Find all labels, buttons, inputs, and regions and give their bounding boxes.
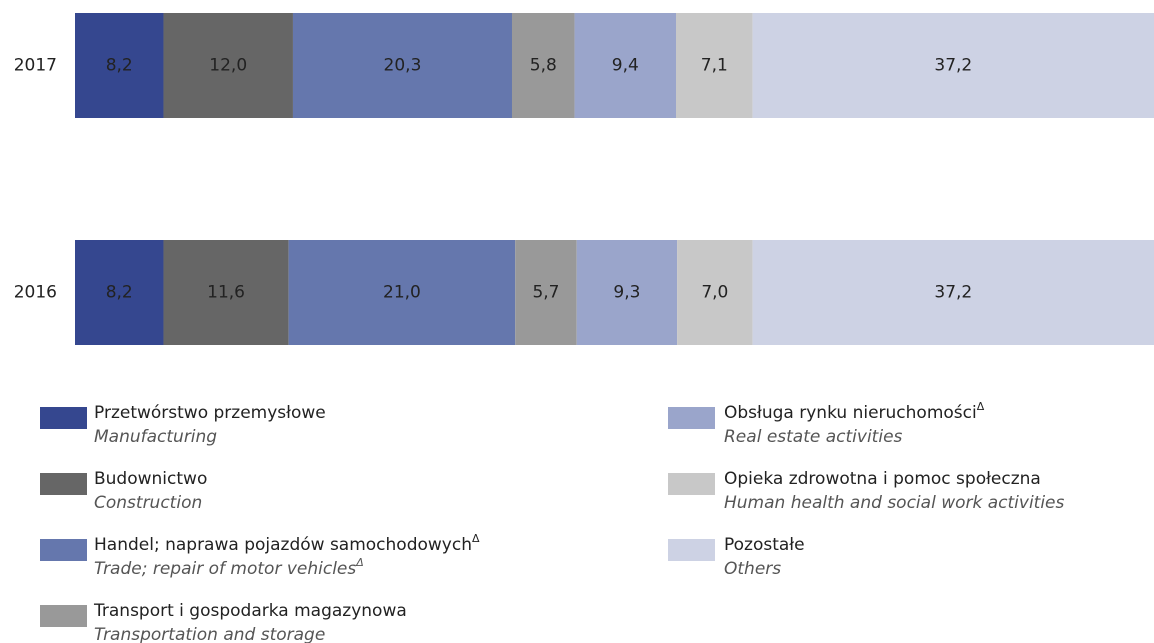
legend-label-text: Pozostałe <box>724 535 805 555</box>
bar-segment <box>576 240 678 345</box>
value-label: 9,4 <box>612 56 639 76</box>
legend-sublabel: Manufacturing <box>94 427 217 447</box>
legend-label: Pozostałe <box>724 535 805 555</box>
legend-sublabel-text: Manufacturing <box>94 427 217 447</box>
legend-label: Opieka zdrowotna i pomoc społeczna <box>724 469 1041 489</box>
value-label: 37,2 <box>934 283 972 303</box>
bar-segment <box>752 240 1154 345</box>
value-label: 5,8 <box>530 56 557 76</box>
legend-sublabel: Transportation and storage <box>94 625 325 643</box>
legend-sublabel: Human health and social work activities <box>724 493 1065 513</box>
legend-sublabel-text: Construction <box>94 493 202 513</box>
legend-swatch <box>668 539 715 561</box>
bar-segment <box>752 13 1154 118</box>
bar-segment <box>163 240 289 345</box>
legend-swatch <box>40 473 87 495</box>
legend-sublabel-text: Others <box>724 559 781 579</box>
legend-sublabel-text: Human health and social work activities <box>724 493 1065 513</box>
legend-sublabel: Real estate activities <box>724 427 903 447</box>
value-label: 20,3 <box>384 56 422 76</box>
legend-label: Transport i gospodarka magazynowa <box>93 601 407 621</box>
legend-label: Przetwórstwo przemysłowe <box>94 403 326 423</box>
bar-segment <box>288 240 516 345</box>
legend-sublabel: Others <box>724 559 781 579</box>
bar-segment <box>292 13 512 118</box>
value-label: 8,2 <box>106 283 133 303</box>
legend-superscript: Δ <box>977 400 985 413</box>
legend-label-text: Handel; naprawa pojazdów samochodowych <box>94 535 472 555</box>
value-label: 7,1 <box>701 56 728 76</box>
value-label: 8,2 <box>106 56 133 76</box>
bar-segment <box>515 240 577 345</box>
legend-label: Obsługa rynku nieruchomościΔ <box>724 400 985 423</box>
bar-segment <box>676 13 753 118</box>
legend-sublabel-text: Real estate activities <box>724 427 903 447</box>
value-label: 37,2 <box>934 56 972 76</box>
legend-label: Budownictwo <box>94 469 207 489</box>
value-label: 21,0 <box>383 283 421 303</box>
bar-segment <box>75 13 164 118</box>
legend-label-text: Budownictwo <box>94 469 207 489</box>
legend-sublabel-text: Transportation and storage <box>94 625 325 643</box>
legend-swatch <box>668 407 715 429</box>
legend-swatch <box>40 539 87 561</box>
legend-label-text: Transport i gospodarka magazynowa <box>93 601 407 621</box>
value-label: 9,3 <box>613 283 640 303</box>
bar-segment <box>511 13 575 118</box>
bar-segment <box>574 13 677 118</box>
legend-swatch <box>668 473 715 495</box>
category-label: 2017 <box>14 56 57 76</box>
value-label: 5,7 <box>532 283 559 303</box>
legend-swatch <box>40 605 87 627</box>
legend-swatch <box>40 407 87 429</box>
legend-superscript: Δ <box>355 556 364 569</box>
legend-sublabel: Trade; repair of motor vehiclesΔ <box>94 556 364 579</box>
legend-label-text: Obsługa rynku nieruchomości <box>724 403 977 423</box>
value-label: 7,0 <box>701 283 728 303</box>
legend-superscript: Δ <box>472 532 480 545</box>
legend-label-text: Opieka zdrowotna i pomoc społeczna <box>724 469 1041 489</box>
legend-label: Handel; naprawa pojazdów samochodowychΔ <box>94 532 480 555</box>
value-label: 11,6 <box>207 283 245 303</box>
category-label: 2016 <box>14 283 57 303</box>
bar-segment <box>75 240 164 345</box>
legend-sublabel: Construction <box>94 493 202 513</box>
bar-segment <box>163 13 293 118</box>
value-label: 12,0 <box>209 56 247 76</box>
legend-label-text: Przetwórstwo przemysłowe <box>94 403 326 423</box>
bar-segment <box>677 240 753 345</box>
legend-sublabel-text: Trade; repair of motor vehicles <box>94 559 356 579</box>
